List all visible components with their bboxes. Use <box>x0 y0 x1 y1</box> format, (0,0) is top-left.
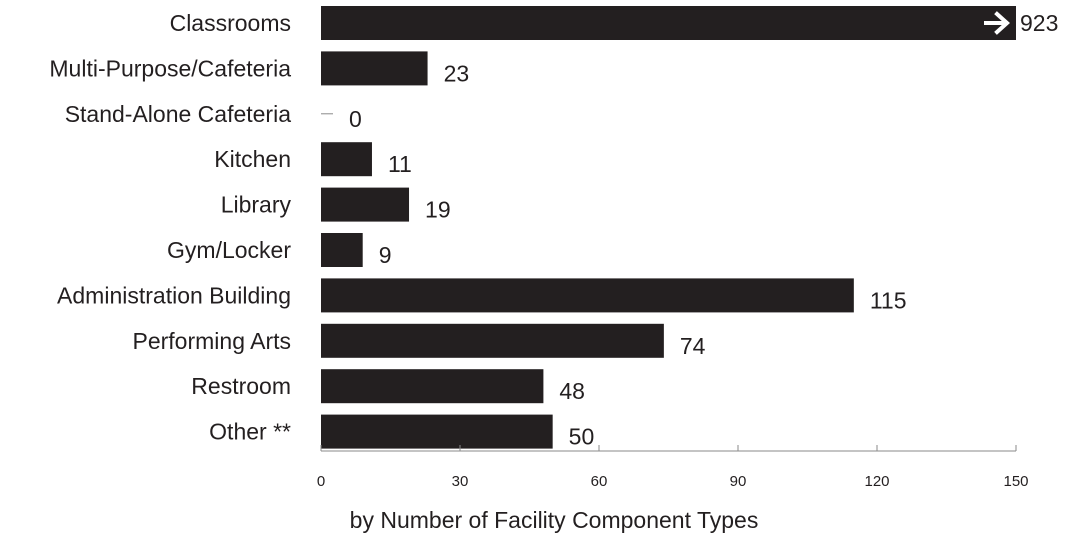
arrow-right-icon <box>984 11 1010 35</box>
bar <box>321 414 553 449</box>
bar <box>321 278 854 313</box>
value-label: 0 <box>349 106 362 132</box>
value-label: 19 <box>425 197 451 223</box>
value-label: 48 <box>559 378 585 404</box>
bars-group: Classrooms 923 Multi-Purpose/Cafeteria 23 St… <box>49 6 1058 450</box>
bar <box>321 187 410 222</box>
x-tick-label: 120 <box>864 473 889 490</box>
value-label: 115 <box>870 287 907 313</box>
category-label: Stand-Alone Cafeteria <box>65 101 292 127</box>
category-label: Restroom <box>191 373 291 399</box>
category-label: Other ** <box>209 419 291 445</box>
category-label: Kitchen <box>214 146 291 172</box>
x-axis-title: by Number of Facility Component Types <box>350 507 759 533</box>
bar <box>321 233 363 267</box>
x-axis: 0 30 60 90 120 150 <box>317 445 1029 490</box>
bar <box>321 51 428 86</box>
category-label: Library <box>221 192 292 218</box>
category-label: Administration Building <box>57 282 291 308</box>
value-label: 23 <box>444 60 470 86</box>
category-label: Gym/Locker <box>167 237 291 263</box>
value-label: 923 <box>1020 10 1058 36</box>
category-label: Classrooms <box>170 10 291 36</box>
value-label: 50 <box>569 424 595 450</box>
bar <box>321 323 664 358</box>
x-tick-label: 30 <box>452 473 469 490</box>
value-label: 9 <box>379 242 392 268</box>
category-label: Performing Arts <box>133 328 292 354</box>
x-tick-label: 0 <box>317 473 325 490</box>
x-tick-label: 60 <box>591 473 608 490</box>
bar <box>321 6 1016 40</box>
x-tick-label: 150 <box>1003 473 1028 490</box>
value-label: 74 <box>680 333 706 359</box>
category-label: Multi-Purpose/Cafeteria <box>49 55 291 81</box>
bar <box>321 369 544 404</box>
x-tick-label: 90 <box>730 473 747 490</box>
bar <box>321 142 372 177</box>
value-label: 11 <box>388 151 412 177</box>
